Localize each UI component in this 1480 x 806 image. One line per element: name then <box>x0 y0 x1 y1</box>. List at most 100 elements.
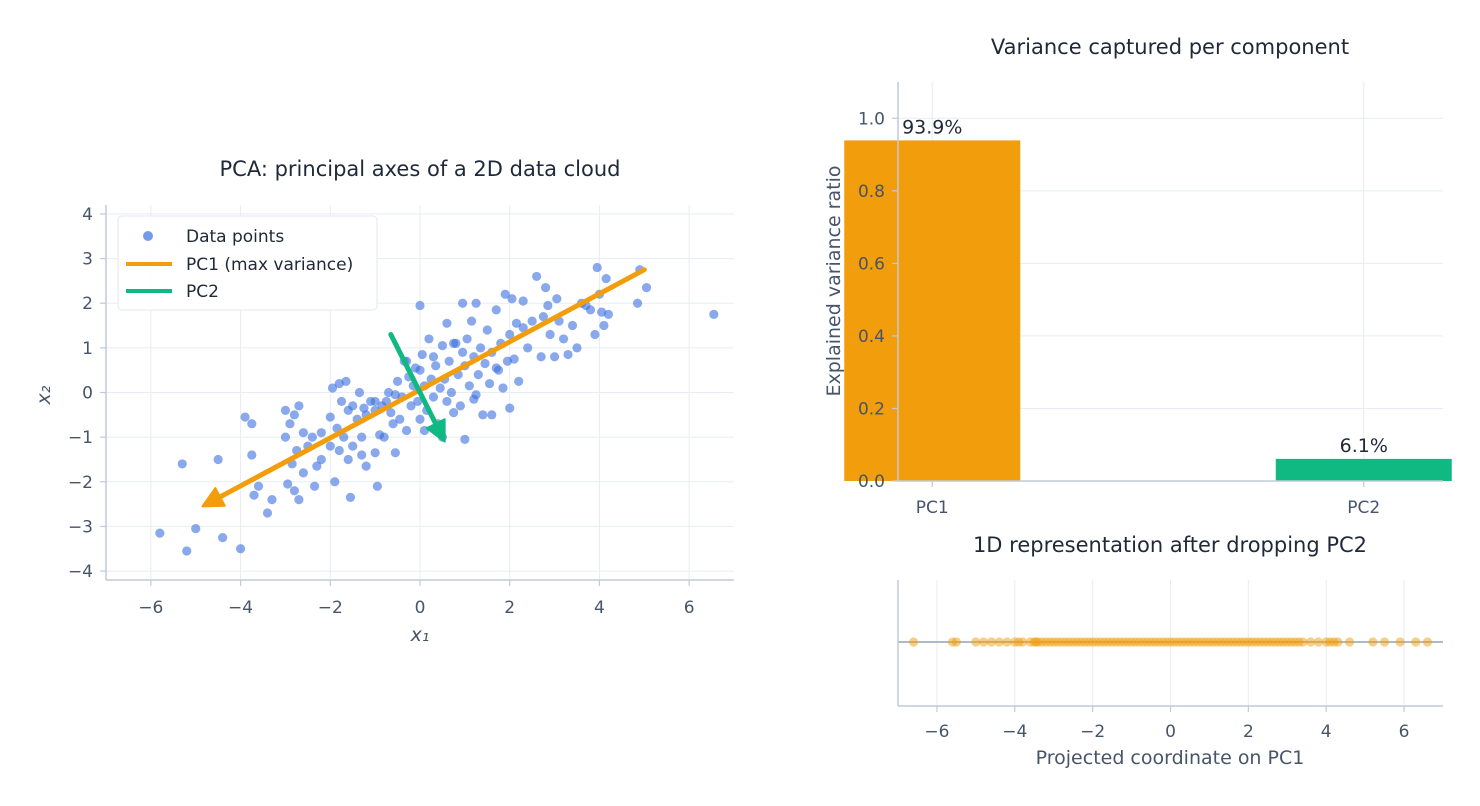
scatter-y-tick-label: −3 <box>68 517 93 537</box>
data-point <box>155 528 165 538</box>
data-point <box>316 454 326 465</box>
data-point <box>431 361 441 371</box>
data-point <box>442 318 452 328</box>
data-point <box>536 352 546 362</box>
legend-box <box>117 215 378 311</box>
data-point <box>289 486 299 496</box>
data-point <box>334 445 344 456</box>
projected-point <box>1411 637 1421 647</box>
bar-category-label: PC2 <box>1347 498 1380 518</box>
projection-x-tick-label: −6 <box>924 722 949 742</box>
data-point <box>446 387 456 398</box>
pc1-arrow-shaft <box>217 267 647 500</box>
bar-y-tick-label: 0.2 <box>858 399 885 419</box>
data-point <box>505 329 515 340</box>
scatter-y-tick-label: 3 <box>82 250 93 270</box>
projection-x-tick-label: 2 <box>1243 722 1254 742</box>
data-point <box>262 508 273 518</box>
data-point <box>543 300 553 311</box>
projection-x-tick-label: −2 <box>1080 722 1105 742</box>
data-point <box>549 352 560 362</box>
pca-scatter-panel: PCA: principal axes of a 2D data cloud −… <box>33 157 734 646</box>
data-point <box>354 387 365 398</box>
projected-point <box>908 637 919 647</box>
data-point <box>247 419 257 429</box>
projected-point <box>1395 637 1405 647</box>
projection-x-tick-label: 0 <box>1165 722 1176 742</box>
scatter-x-tick-label: 6 <box>684 598 695 618</box>
data-point <box>294 401 304 411</box>
data-point <box>392 376 403 386</box>
bar-bars: 93.9% 6.1% <box>844 116 1452 481</box>
data-point <box>500 289 510 299</box>
data-point <box>413 396 423 407</box>
data-point <box>518 323 528 333</box>
data-point <box>507 294 517 304</box>
data-point <box>585 305 596 315</box>
data-point <box>449 338 459 348</box>
scatter-x-tick-label: −2 <box>318 598 343 618</box>
data-point <box>325 441 335 451</box>
data-point <box>280 432 291 442</box>
pc1-arrow-head <box>201 487 226 508</box>
data-point <box>505 403 515 413</box>
data-point <box>327 383 338 393</box>
projected-point <box>1298 637 1308 647</box>
projected-point <box>1017 637 1028 647</box>
data-point <box>218 532 228 543</box>
bar-title: Variance captured per component <box>991 35 1349 59</box>
data-point <box>523 343 533 353</box>
projection-points <box>908 637 1433 647</box>
data-point <box>307 432 317 442</box>
data-point <box>541 282 551 293</box>
data-point <box>280 405 291 415</box>
data-point <box>471 298 481 308</box>
data-point <box>603 309 614 319</box>
data-point <box>545 329 555 340</box>
data-point <box>298 428 308 438</box>
data-point <box>309 481 320 491</box>
pc2-arrow-head <box>425 418 446 443</box>
data-point <box>511 318 522 328</box>
data-point <box>514 376 524 386</box>
scatter-x-tick-label: 4 <box>594 598 605 618</box>
scatter-y-tick-label: −4 <box>68 562 93 582</box>
data-point <box>444 356 454 366</box>
projection-panel: 1D representation after dropping PC2 −6 −… <box>897 533 1443 769</box>
data-point <box>370 396 380 407</box>
data-point <box>345 492 356 503</box>
principal-axes <box>201 267 647 508</box>
data-point <box>599 320 609 331</box>
legend-marker-data-points <box>143 231 153 241</box>
data-point <box>552 294 562 304</box>
data-point <box>357 432 367 442</box>
data-point <box>491 305 501 315</box>
projected-point <box>979 637 989 647</box>
data-point <box>283 479 293 489</box>
projected-point <box>1380 637 1390 647</box>
scatter-y-tick-label: 2 <box>82 294 93 314</box>
projected-point <box>1306 637 1316 647</box>
data-point <box>641 282 652 293</box>
scatter-y-tick-label: −1 <box>68 428 93 448</box>
data-point <box>388 419 398 429</box>
data-point <box>437 341 448 351</box>
legend-label: PC2 <box>186 282 219 302</box>
bar-y-label: Explained variance ratio <box>823 166 845 397</box>
bar-pc1 <box>844 140 1021 481</box>
bar-axes: 0.0 0.2 0.4 0.6 0.8 1.0 PC1 PC2 <box>858 82 1443 518</box>
projection-title: 1D representation after dropping PC2 <box>973 533 1367 557</box>
data-point <box>348 441 358 451</box>
projected-point <box>994 637 1004 647</box>
data-point <box>455 401 465 411</box>
data-point <box>527 316 537 326</box>
data-point <box>289 410 299 420</box>
data-point <box>498 383 508 393</box>
data-point <box>386 407 396 418</box>
data-point <box>401 425 412 436</box>
data-point <box>415 300 425 311</box>
data-point <box>572 343 582 353</box>
projected-point <box>1422 637 1433 647</box>
projection-x-tick-label: −4 <box>1002 722 1027 742</box>
data-point <box>294 495 304 505</box>
